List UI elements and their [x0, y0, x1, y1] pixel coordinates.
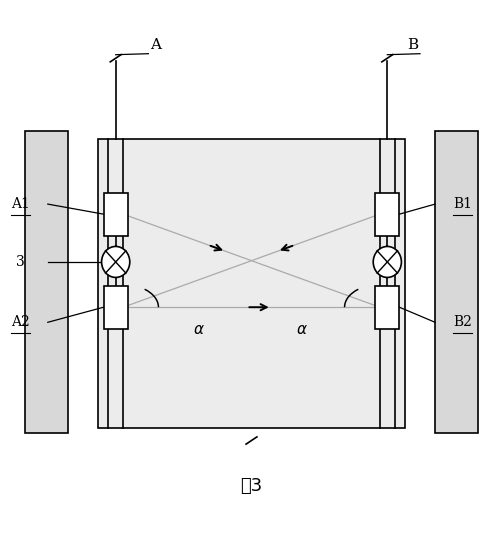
Ellipse shape — [102, 246, 130, 277]
Text: A: A — [150, 38, 161, 52]
Text: B2: B2 — [453, 316, 472, 329]
Ellipse shape — [373, 246, 401, 277]
Bar — [375, 286, 399, 329]
Text: B: B — [407, 38, 418, 52]
Text: 3: 3 — [16, 255, 25, 269]
Bar — [435, 131, 478, 433]
Text: B1: B1 — [453, 197, 472, 211]
Text: 图3: 图3 — [240, 477, 263, 495]
Text: $\alpha$: $\alpha$ — [296, 323, 308, 337]
Bar — [104, 193, 128, 236]
Text: A2: A2 — [11, 316, 30, 329]
Bar — [98, 139, 405, 428]
Bar — [104, 286, 128, 329]
Bar — [25, 131, 68, 433]
Text: $\alpha$: $\alpha$ — [193, 323, 205, 337]
Bar — [375, 193, 399, 236]
Text: A1: A1 — [11, 197, 30, 211]
